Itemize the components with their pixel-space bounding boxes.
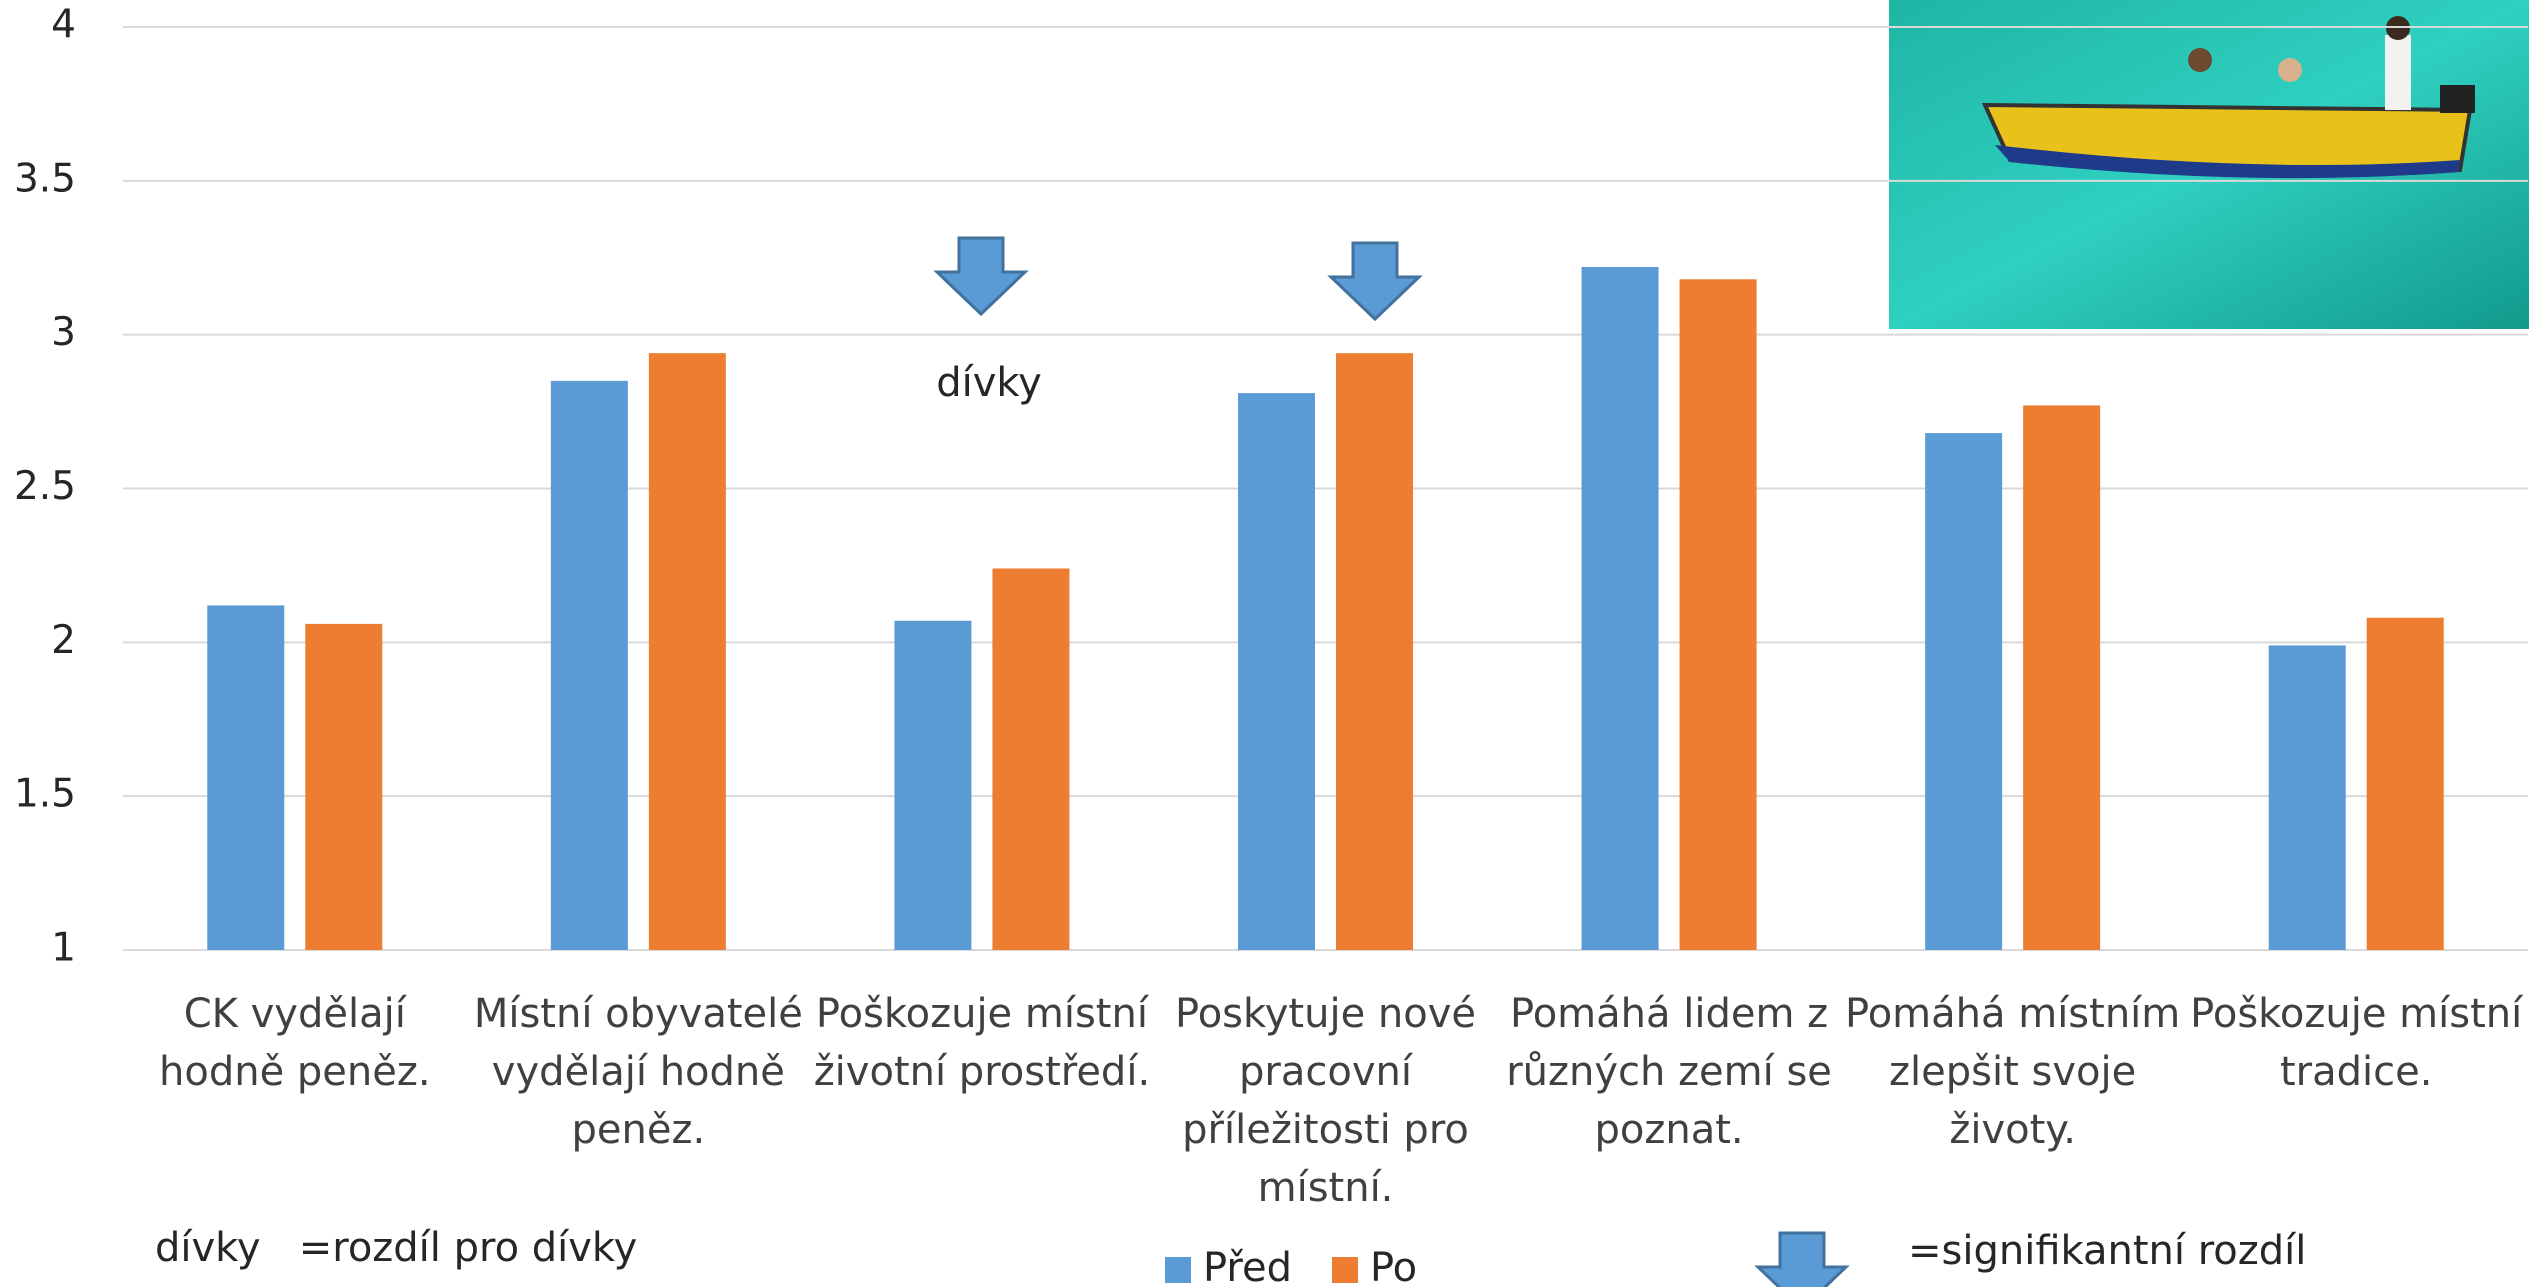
x-tick-label: Pomáhá místním zlepšit svoje životy. — [1845, 991, 2181, 1153]
x-tick-label: Poskytuje nové pracovní příležitosti pro… — [1175, 991, 1476, 1211]
bar — [2023, 405, 2101, 950]
x-tick-label: Místní obyvatelé vydělají hodně peněz. — [473, 991, 803, 1153]
bar — [2366, 617, 2444, 950]
bar — [207, 605, 285, 950]
bar — [1925, 433, 2003, 950]
y-tick-label: 2.5 — [14, 464, 76, 509]
photo — [1889, 0, 2529, 329]
bar — [305, 623, 383, 950]
y-tick-label: 1.5 — [14, 772, 76, 817]
x-tick-label: Poškozuje místní tradice. — [2190, 991, 2523, 1095]
annotation: dívky — [936, 360, 1042, 406]
significance-arrow — [1327, 241, 1423, 322]
x-tick-label: Poškozuje místní životní prostředí. — [813, 991, 1151, 1095]
legend-label: Před — [1203, 1245, 1292, 1287]
y-tick-label: 3 — [51, 310, 76, 355]
legend-swatch — [1331, 1257, 1358, 1283]
bar — [550, 380, 628, 951]
bar — [1238, 393, 1315, 951]
x-tick-label: CK vydělají hodně peněz. — [159, 991, 431, 1095]
legend-label: Po — [1370, 1245, 1417, 1287]
note: =signifikantní rozdíl — [1908, 1228, 2306, 1274]
x-tick-label: Pomáhá lidem z různých zemí se poznat. — [1506, 991, 1832, 1153]
y-tick-label: 3.5 — [14, 156, 76, 201]
note: dívky =rozdíl pro dívky — [155, 1225, 637, 1271]
bar — [648, 353, 726, 950]
significance-arrow — [933, 236, 1029, 317]
y-tick-label: 4 — [51, 3, 76, 48]
bar — [1581, 266, 1659, 951]
y-tick-label: 1 — [51, 926, 76, 971]
bar — [1679, 279, 1757, 951]
bar — [2268, 645, 2346, 950]
bar — [894, 620, 972, 950]
legend-swatch — [1165, 1257, 1191, 1283]
significance-arrow-legend — [1754, 1231, 1850, 1287]
bar — [1336, 353, 1413, 950]
y-tick-label: 2 — [51, 618, 76, 663]
bar — [992, 568, 1070, 950]
